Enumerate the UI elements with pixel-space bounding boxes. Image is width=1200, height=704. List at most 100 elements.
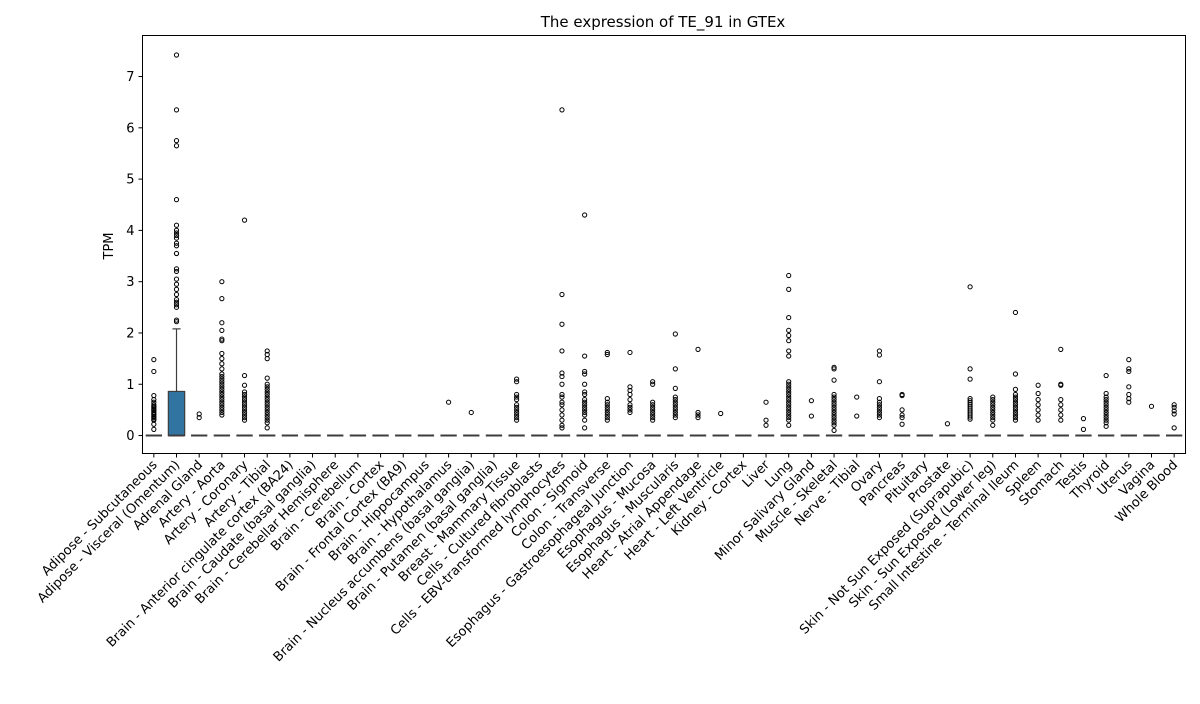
outlier-point bbox=[219, 407, 225, 413]
outlier-point bbox=[876, 348, 883, 354]
outlier-point bbox=[582, 407, 588, 413]
outlier-point bbox=[831, 377, 837, 383]
outlier-point bbox=[604, 351, 610, 358]
outlier-point bbox=[786, 389, 792, 395]
outlier-point bbox=[445, 399, 452, 405]
box-group bbox=[1007, 309, 1024, 437]
outlier-point bbox=[219, 384, 225, 390]
box-group bbox=[1097, 372, 1115, 437]
outlier-point bbox=[718, 410, 724, 417]
outlier-point bbox=[1126, 399, 1132, 405]
outlier-point bbox=[831, 394, 837, 400]
outlier-point bbox=[514, 404, 520, 410]
outlier-point bbox=[786, 397, 792, 403]
outlier-point bbox=[264, 417, 270, 423]
outlier-point bbox=[1103, 423, 1109, 429]
outlier-point bbox=[786, 414, 792, 421]
outlier-point bbox=[514, 391, 520, 398]
outlier-point bbox=[264, 381, 270, 387]
outlier-point bbox=[219, 409, 225, 416]
outlier-point bbox=[219, 327, 225, 334]
outlier-point bbox=[1103, 417, 1109, 423]
outlier-point bbox=[1012, 309, 1019, 316]
outlier-point bbox=[241, 391, 248, 398]
box-group bbox=[961, 284, 979, 437]
outlier-point bbox=[786, 417, 792, 423]
outlier-point bbox=[899, 421, 905, 427]
outlier-point bbox=[264, 404, 270, 410]
outlier-point bbox=[1012, 402, 1019, 408]
outlier-point bbox=[173, 266, 180, 272]
box-group bbox=[463, 409, 480, 437]
outlier-point bbox=[650, 417, 656, 423]
outlier-point bbox=[831, 364, 837, 370]
outlier-point bbox=[1103, 420, 1109, 426]
outlier-point bbox=[559, 425, 565, 431]
outlier-point bbox=[582, 371, 588, 377]
outlier-point bbox=[831, 420, 837, 426]
outlier-point bbox=[219, 404, 225, 410]
outlier-point bbox=[786, 391, 792, 398]
outlier-point bbox=[559, 412, 565, 418]
outlier-point bbox=[672, 394, 678, 400]
outlier-point bbox=[1171, 425, 1177, 431]
plot-frame bbox=[142, 35, 1186, 454]
outlier-point bbox=[1103, 402, 1109, 408]
outlier-point bbox=[219, 279, 225, 285]
outlier-point bbox=[786, 384, 792, 390]
outlier-point bbox=[1080, 426, 1087, 432]
outlier-point bbox=[559, 422, 565, 428]
outlier-point bbox=[582, 412, 588, 418]
outlier-point bbox=[241, 372, 248, 379]
outlier-point bbox=[219, 381, 225, 387]
outlier-point bbox=[1126, 366, 1132, 372]
outlier-point bbox=[264, 425, 270, 431]
outlier-point bbox=[514, 414, 520, 421]
outlier-point bbox=[831, 427, 837, 434]
box-group bbox=[167, 52, 186, 437]
outlier-point bbox=[831, 391, 837, 398]
outlier-point bbox=[219, 373, 225, 380]
outlier-point bbox=[672, 385, 678, 391]
y-tick-label: 3 bbox=[126, 275, 134, 290]
outlier-point bbox=[604, 399, 610, 405]
outlier-point bbox=[831, 399, 837, 405]
outlier-point bbox=[650, 379, 656, 385]
outlier-point bbox=[151, 368, 157, 375]
box-group bbox=[576, 212, 593, 437]
outlier-point bbox=[1103, 394, 1109, 400]
outlier-point bbox=[1035, 407, 1041, 413]
outlier-point bbox=[559, 107, 565, 113]
outlier-point bbox=[1012, 399, 1019, 405]
outlier-point bbox=[876, 404, 883, 410]
outlier-point bbox=[627, 409, 633, 416]
outlier-point bbox=[241, 382, 248, 388]
outlier-point bbox=[559, 399, 565, 405]
iqr-box bbox=[167, 390, 186, 437]
outlier-point bbox=[1012, 417, 1019, 423]
outlier-point bbox=[264, 389, 270, 395]
outlier-point bbox=[219, 391, 225, 398]
outlier-point bbox=[151, 426, 157, 432]
outlier-point bbox=[990, 397, 996, 403]
outlier-point bbox=[582, 399, 588, 405]
outlier-point bbox=[241, 409, 248, 416]
outlier-point bbox=[990, 412, 996, 418]
outlier-point bbox=[559, 407, 565, 413]
outlier-point bbox=[650, 407, 656, 413]
outlier-point bbox=[1012, 404, 1019, 410]
chart-title: The expression of TE_91 in GTEx bbox=[540, 13, 786, 32]
outlier-point bbox=[219, 356, 225, 362]
y-tick-label: 4 bbox=[126, 224, 134, 239]
outlier-point bbox=[786, 404, 792, 410]
outlier-point bbox=[582, 389, 588, 395]
outlier-point bbox=[173, 240, 180, 246]
outlier-point bbox=[786, 402, 792, 408]
outlier-point bbox=[672, 402, 678, 408]
outlier-point bbox=[990, 402, 996, 408]
box-group bbox=[440, 399, 457, 437]
outlier-point bbox=[876, 407, 883, 413]
outlier-point bbox=[627, 384, 633, 390]
box-group bbox=[871, 348, 888, 437]
outlier-point bbox=[264, 356, 270, 362]
